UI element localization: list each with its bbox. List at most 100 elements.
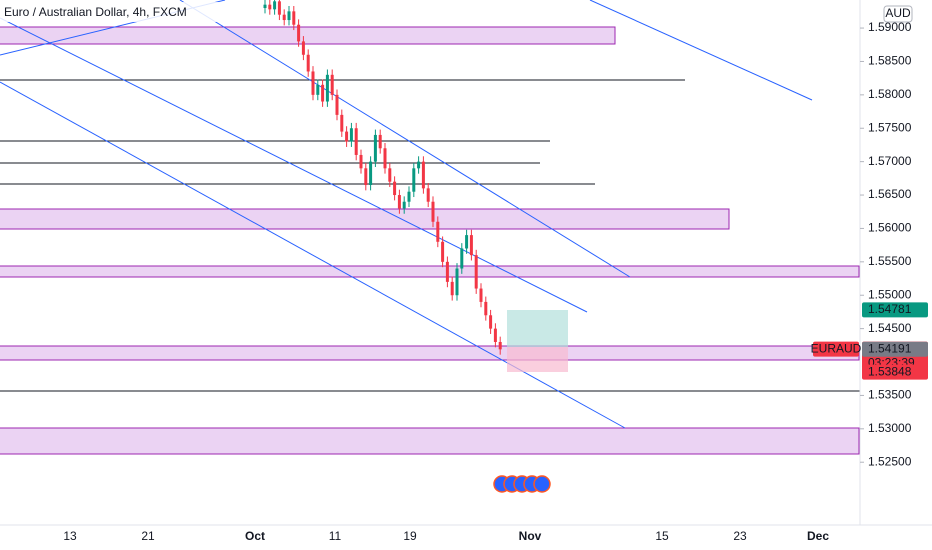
candle-body — [460, 248, 464, 269]
y-tick-label: 1.53000 — [868, 421, 912, 435]
x-tick-label: 19 — [403, 529, 417, 543]
candle-body — [498, 341, 502, 350]
candle-body — [364, 168, 368, 186]
x-tick-label: 13 — [63, 529, 77, 543]
currency: AUD — [885, 6, 911, 20]
drawings — [0, 26, 860, 455]
title-bg — [0, 2, 232, 22]
zone — [0, 427, 860, 455]
candle-body — [306, 54, 310, 72]
price-label — [862, 341, 928, 357]
candle-body — [469, 235, 473, 256]
x-tick-label: 23 — [733, 529, 747, 543]
candle-body — [345, 131, 349, 142]
candle-body — [445, 261, 449, 282]
candle-body — [388, 168, 392, 182]
y-tick-label: 1.58500 — [868, 54, 912, 68]
price-label-text: 1.53848 — [868, 364, 912, 378]
candle-body — [277, 1, 281, 15]
candle-body — [373, 134, 377, 162]
candle-body — [450, 281, 454, 296]
x-tick-label: 15 — [655, 529, 669, 543]
candle-body — [402, 201, 406, 209]
zone — [0, 26, 616, 45]
candle-body — [417, 161, 421, 169]
y-tick-label: 1.52500 — [868, 454, 912, 468]
y-tick-label: 1.55000 — [868, 287, 912, 301]
candles — [263, 0, 502, 355]
candle-body — [263, 4, 267, 9]
trend-line — [179, 0, 631, 278]
price-label — [862, 364, 928, 380]
y-tick-label: 1.55500 — [868, 254, 912, 268]
symbol-label-text: EURAUD — [811, 341, 862, 355]
y-tick-label: 1.57500 — [868, 120, 912, 134]
zone — [0, 265, 860, 278]
candle-body — [335, 94, 339, 115]
candle-body — [321, 84, 325, 102]
position-loss — [507, 347, 568, 372]
candle-body — [359, 154, 363, 169]
currency-badge[interactable] — [883, 5, 913, 23]
candle-body — [340, 114, 344, 132]
candle-body — [311, 71, 315, 95]
candle-body — [297, 24, 301, 42]
y-tick-label: 1.53500 — [868, 388, 912, 402]
candle-body — [397, 195, 401, 209]
x-tick-label: Dec — [807, 529, 829, 543]
candle-body — [325, 74, 329, 102]
candle-body — [369, 161, 373, 186]
candle-body — [465, 235, 469, 249]
trend-line — [589, 0, 813, 101]
candle-body — [383, 148, 387, 169]
candle-body — [489, 315, 493, 329]
candle-body — [455, 268, 459, 296]
y-tick-label: 1.58000 — [868, 87, 912, 101]
price-label-text: 1.54781 — [868, 302, 912, 316]
candle-body — [412, 168, 416, 192]
candle-body — [287, 11, 291, 21]
candle-body — [330, 74, 334, 95]
candle-body — [474, 255, 478, 289]
zone — [0, 208, 730, 230]
price-label-text: 1.54191 — [868, 341, 912, 355]
y-tick-label: 1.59000 — [868, 20, 912, 34]
trend-line — [0, 81, 626, 429]
candle-body — [292, 11, 296, 25]
candle-body — [421, 161, 425, 189]
candle-body — [407, 191, 411, 202]
price-axis — [860, 0, 932, 550]
candle-body — [273, 1, 277, 10]
events[interactable] — [493, 475, 551, 493]
chart-title: Euro / Australian Dollar, 4h, FXCM — [4, 5, 187, 19]
x-tick-label: 11 — [329, 529, 342, 543]
candle-body — [354, 128, 358, 155]
y-tick-label: 1.56000 — [868, 221, 912, 235]
trend-line — [0, 17, 588, 313]
candle-body — [484, 301, 488, 316]
candle-body — [493, 328, 497, 342]
levels — [0, 79, 860, 392]
candle-body — [393, 181, 397, 196]
candle-body — [282, 14, 286, 21]
x-tick-label: Nov — [519, 529, 542, 543]
price-label — [862, 302, 928, 318]
y-tick-label: 1.56500 — [868, 187, 912, 201]
position-profit — [507, 310, 568, 347]
x-tick-label: 21 — [141, 529, 155, 543]
candle-body — [378, 134, 382, 149]
candle-body — [426, 188, 430, 202]
event-icon[interactable] — [533, 475, 551, 493]
candle-body — [479, 288, 483, 302]
candle-body — [316, 84, 320, 95]
candle-body — [431, 201, 435, 222]
y-tick-label: 1.54500 — [868, 321, 912, 335]
candle-body — [268, 4, 272, 10]
y-tick-label: 1.57000 — [868, 154, 912, 168]
candle-body — [441, 241, 445, 262]
symbol-label — [813, 341, 859, 357]
candle-body — [301, 41, 305, 55]
candle-body — [349, 128, 353, 142]
x-tick-label: Oct — [245, 529, 265, 543]
